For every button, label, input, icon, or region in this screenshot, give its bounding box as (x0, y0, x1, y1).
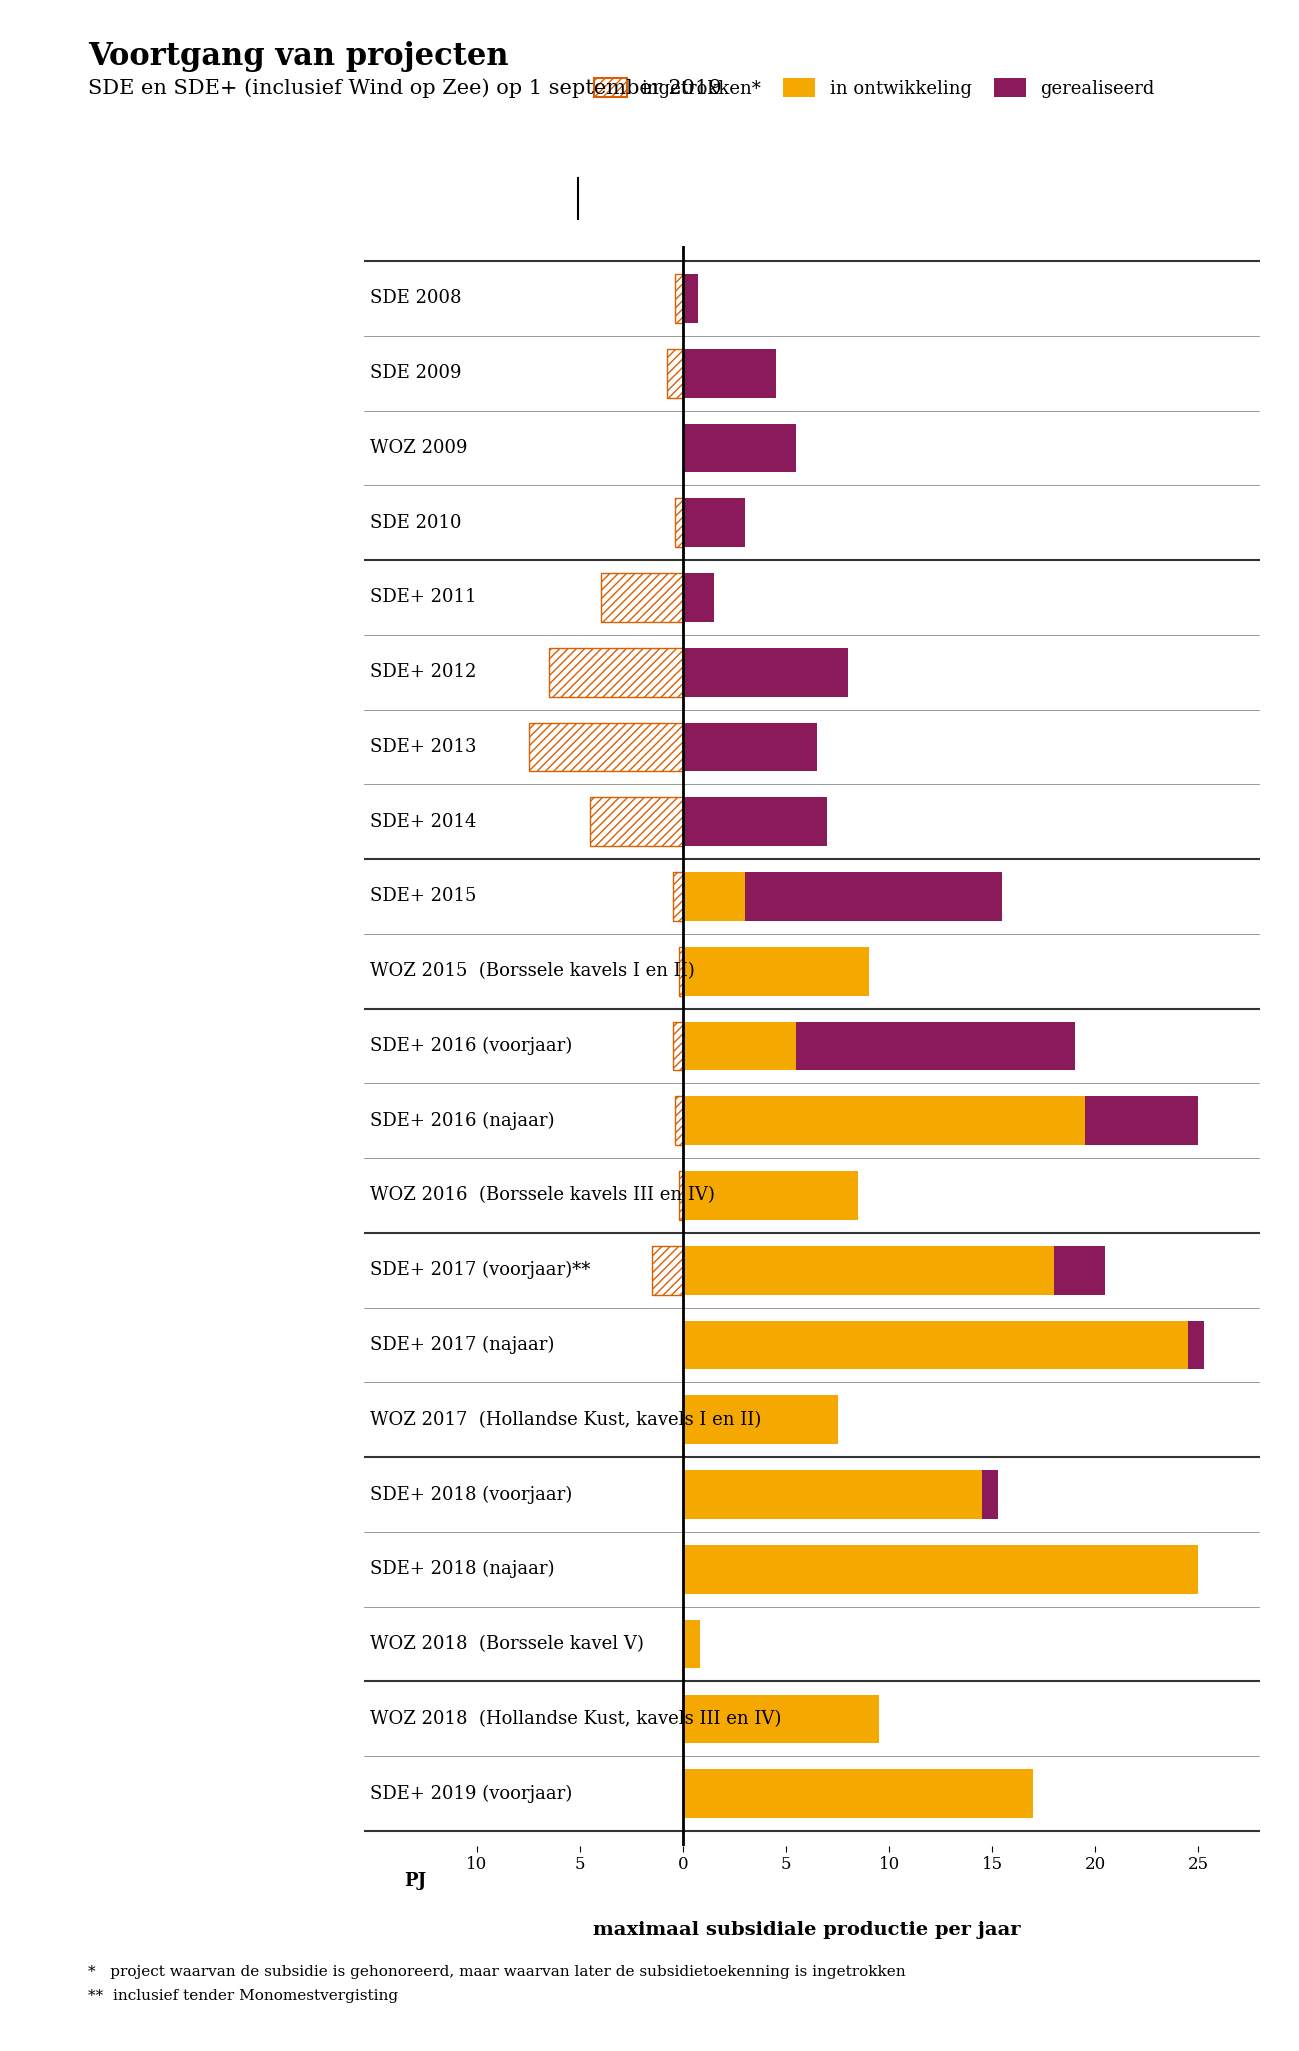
Bar (652, 1245, 683, 1294)
Text: **  inclusief tender Monomestvergisting: ** inclusief tender Monomestvergisting (88, 1989, 399, 2004)
Bar (673, 1021, 683, 1071)
Bar (679, 948, 683, 995)
Bar (675, 275, 683, 322)
Text: SDE 2009: SDE 2009 (370, 365, 461, 381)
Bar (673, 1021, 683, 1071)
Bar (1085, 1097, 1198, 1144)
Text: WOZ 2009: WOZ 2009 (370, 439, 468, 457)
Bar (675, 1097, 683, 1144)
Text: SDE+ 2016 (najaar): SDE+ 2016 (najaar) (370, 1112, 555, 1130)
Bar (549, 648, 683, 697)
Bar (683, 1544, 1198, 1594)
Text: maximaal subsidiale productie per jaar: maximaal subsidiale productie per jaar (592, 1920, 1021, 1938)
Bar (683, 948, 869, 995)
Bar (652, 1245, 683, 1294)
Bar (683, 648, 848, 697)
Text: SDE en SDE+ (inclusief Wind op Zee) op 1 september 2019: SDE en SDE+ (inclusief Wind op Zee) op 1… (88, 78, 722, 98)
Bar (673, 872, 683, 921)
Bar (666, 349, 683, 398)
Text: Voortgang van projecten: Voortgang van projecten (88, 41, 509, 72)
Bar (675, 498, 683, 548)
Bar (683, 1471, 982, 1520)
Bar (683, 1097, 1085, 1144)
Text: SDE+ 2011: SDE+ 2011 (370, 589, 477, 607)
Legend: ingetrokken*, in ontwikkeling, gerealiseerd: ingetrokken*, in ontwikkeling, gerealise… (587, 72, 1163, 105)
Bar (675, 275, 683, 322)
Bar (683, 1321, 1187, 1370)
Bar (673, 872, 683, 921)
Text: SDE+ 2018 (voorjaar): SDE+ 2018 (voorjaar) (370, 1485, 572, 1503)
Bar (683, 1694, 879, 1743)
Bar (982, 1471, 999, 1520)
Text: SDE+ 2014: SDE+ 2014 (370, 812, 477, 831)
Bar (683, 498, 744, 548)
Bar (683, 1620, 700, 1667)
Text: PJ: PJ (404, 1873, 426, 1891)
Bar (683, 722, 817, 771)
Bar (683, 798, 827, 845)
Bar (549, 648, 683, 697)
Bar (683, 1171, 859, 1220)
Bar (683, 1770, 1034, 1817)
Bar (675, 498, 683, 548)
Bar (683, 1245, 1053, 1294)
Bar (679, 1171, 683, 1220)
Text: SDE+ 2019 (voorjaar): SDE+ 2019 (voorjaar) (370, 1784, 572, 1803)
Text: SDE+ 2015: SDE+ 2015 (370, 888, 477, 904)
Text: SDE+ 2017 (voorjaar)**: SDE+ 2017 (voorjaar)** (370, 1261, 590, 1280)
Text: SDE+ 2012: SDE+ 2012 (370, 662, 477, 681)
Bar (683, 872, 744, 921)
Bar (600, 572, 683, 621)
Text: SDE 2010: SDE 2010 (370, 513, 461, 531)
Bar (679, 948, 683, 995)
Text: SDE+ 2013: SDE+ 2013 (370, 738, 477, 757)
Bar (683, 275, 698, 322)
Bar (529, 722, 683, 771)
Bar (590, 798, 683, 845)
Bar (683, 425, 796, 472)
Bar (675, 1097, 683, 1144)
Bar (666, 349, 683, 398)
Text: SDE+ 2017 (najaar): SDE+ 2017 (najaar) (370, 1335, 555, 1354)
Text: WOZ 2018  (Borssele kavel V): WOZ 2018 (Borssele kavel V) (370, 1635, 644, 1653)
Bar (796, 1021, 1074, 1071)
Bar (683, 572, 714, 621)
Bar (679, 1171, 683, 1220)
Bar (1187, 1321, 1204, 1370)
Text: *   project waarvan de subsidie is gehonoreerd, maar waarvan later de subsidieto: * project waarvan de subsidie is gehonor… (88, 1965, 905, 1979)
Bar (683, 1395, 838, 1444)
Text: SDE+ 2016 (voorjaar): SDE+ 2016 (voorjaar) (370, 1038, 572, 1054)
Bar (744, 872, 1003, 921)
Bar (683, 349, 776, 398)
Bar (1053, 1245, 1105, 1294)
Bar (683, 1021, 796, 1071)
Bar (590, 798, 683, 845)
Text: WOZ 2015  (Borssele kavels I en II): WOZ 2015 (Borssele kavels I en II) (370, 962, 695, 980)
Text: WOZ 2017  (Hollandse Kust, kavels I en II): WOZ 2017 (Hollandse Kust, kavels I en II… (370, 1411, 761, 1430)
Text: SDE+ 2018 (najaar): SDE+ 2018 (najaar) (370, 1561, 555, 1579)
Text: SDE 2008: SDE 2008 (370, 289, 461, 308)
Text: WOZ 2018  (Hollandse Kust, kavels III en IV): WOZ 2018 (Hollandse Kust, kavels III en … (370, 1711, 781, 1727)
Bar (600, 572, 683, 621)
Bar (529, 722, 683, 771)
Text: WOZ 2016  (Borssele kavels III en IV): WOZ 2016 (Borssele kavels III en IV) (370, 1188, 714, 1204)
